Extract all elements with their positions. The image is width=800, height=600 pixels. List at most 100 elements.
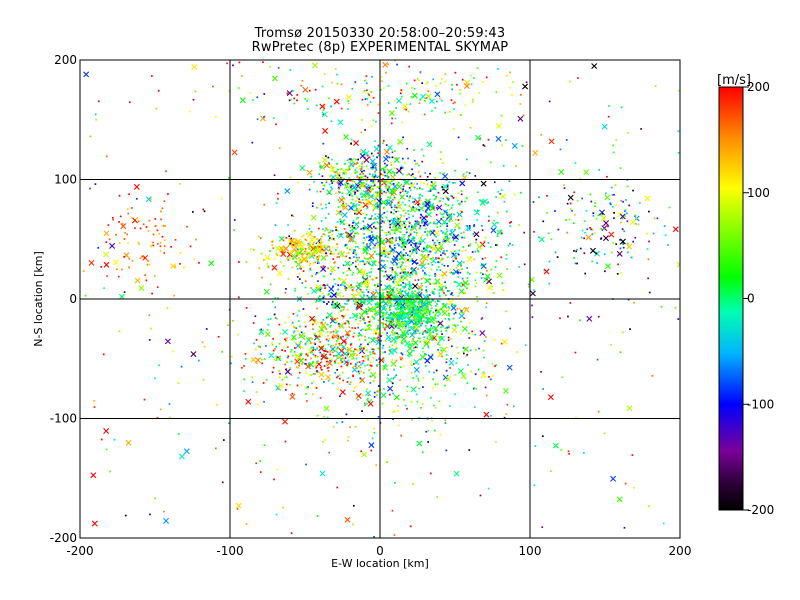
- data-point-cross: [323, 405, 330, 412]
- data-point: [293, 97, 296, 100]
- data-point-cross: [383, 156, 389, 163]
- data-point: [434, 252, 437, 254]
- data-point: [386, 260, 389, 262]
- data-point: [290, 251, 293, 254]
- data-point: [336, 486, 339, 489]
- data-point: [392, 392, 394, 395]
- data-point-cross: [419, 237, 426, 244]
- data-point: [212, 85, 214, 88]
- data-point: [334, 68, 337, 70]
- data-point: [327, 379, 330, 382]
- data-point: [605, 192, 607, 195]
- data-point-cross: [362, 248, 369, 255]
- data-point: [130, 207, 133, 209]
- data-point: [365, 247, 368, 249]
- data-point: [315, 273, 317, 276]
- data-point-cross: [342, 204, 349, 211]
- data-point: [354, 240, 357, 243]
- data-point: [300, 241, 303, 243]
- data-point: [414, 249, 416, 252]
- data-point: [350, 263, 353, 266]
- data-point: [418, 197, 420, 200]
- data-point: [474, 175, 477, 177]
- data-point-cross: [329, 346, 336, 353]
- data-point: [305, 253, 308, 256]
- data-point: [322, 319, 325, 321]
- data-point: [421, 221, 423, 224]
- data-point: [648, 505, 650, 508]
- data-point: [437, 191, 440, 194]
- data-point: [459, 92, 462, 95]
- data-point: [482, 273, 484, 276]
- data-point: [367, 291, 370, 293]
- data-point: [354, 209, 356, 212]
- data-point: [285, 376, 288, 379]
- data-point: [361, 198, 364, 201]
- data-point: [365, 186, 368, 188]
- data-point: [484, 386, 487, 389]
- data-point: [662, 522, 665, 525]
- data-point: [387, 256, 389, 259]
- data-point: [426, 183, 429, 186]
- data-point: [322, 184, 325, 187]
- data-point: [380, 222, 382, 225]
- data-point: [372, 222, 375, 225]
- data-point: [426, 244, 429, 247]
- data-point: [272, 117, 275, 120]
- data-point: [319, 190, 322, 193]
- data-point: [275, 345, 278, 348]
- data-point: [256, 118, 259, 121]
- data-point: [422, 261, 425, 264]
- data-point: [440, 355, 443, 358]
- data-point: [289, 176, 292, 179]
- data-point: [450, 234, 452, 236]
- data-point: [123, 255, 126, 258]
- data-point: [356, 349, 359, 352]
- data-point: [487, 487, 490, 490]
- data-point: [461, 211, 463, 213]
- data-point: [391, 242, 393, 244]
- data-point: [468, 227, 471, 229]
- data-point-cross: [103, 261, 110, 268]
- data-point: [338, 344, 341, 347]
- data-point-cross: [275, 384, 282, 391]
- data-point: [418, 325, 421, 328]
- data-point: [344, 244, 347, 246]
- data-point: [318, 262, 320, 264]
- data-point: [381, 347, 384, 349]
- data-point-cross: [479, 199, 486, 206]
- data-point: [288, 240, 291, 242]
- data-point: [322, 246, 324, 249]
- data-point: [362, 241, 365, 244]
- data-point: [272, 366, 275, 369]
- data-point: [386, 251, 389, 254]
- data-point: [389, 349, 391, 352]
- data-point: [390, 162, 393, 164]
- data-point: [150, 327, 152, 330]
- data-point: [118, 221, 120, 223]
- data-point: [438, 344, 441, 346]
- data-point: [461, 250, 464, 253]
- data-point: [285, 337, 288, 340]
- data-point: [329, 295, 332, 298]
- data-point: [319, 166, 322, 169]
- data-point: [377, 311, 380, 314]
- data-point: [425, 314, 428, 317]
- data-point: [336, 246, 339, 249]
- data-point: [444, 111, 446, 114]
- data-point: [489, 161, 492, 164]
- data-point: [491, 362, 494, 365]
- data-point: [361, 196, 364, 198]
- data-point: [412, 237, 415, 239]
- data-point: [328, 337, 331, 340]
- data-point: [325, 203, 327, 206]
- data-point-cross: [310, 214, 317, 221]
- data-point: [383, 327, 386, 330]
- data-point-cross: [88, 259, 95, 266]
- data-point: [282, 345, 285, 348]
- data-point: [94, 183, 97, 185]
- data-point: [323, 249, 326, 252]
- data-point: [335, 354, 337, 357]
- data-point: [408, 311, 410, 314]
- data-point: [376, 390, 379, 393]
